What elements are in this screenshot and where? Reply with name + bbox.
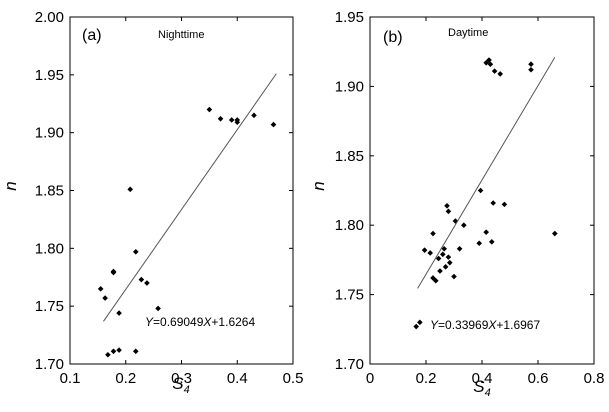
data-point-a [217,115,224,122]
data-point-a [127,186,134,193]
data-point-b [437,268,443,274]
data-point-a [102,295,108,301]
data-point-b [497,71,503,77]
x-tick-label-b: 0.2 [416,370,437,387]
x-axis-label-a: S4 [172,374,189,396]
x-tick-label-b: 0.6 [528,370,549,387]
y-tick-label-a: 2.00 [35,9,64,26]
x-tick-label-b: 0.8 [584,370,605,387]
panel-title-a: Nighttime [158,29,204,41]
y-tick-label-b: 1.90 [335,78,364,95]
x-tick-label-a: 0.1 [60,370,81,387]
data-point-b [483,60,489,66]
data-point-b [476,240,482,247]
y-tick-label-a: 1.70 [35,356,64,373]
panel-label-a: (a) [82,27,102,44]
plot-frame-a [69,16,294,365]
data-point-b [413,323,419,330]
data-point-b [441,245,447,252]
fit-line-a [103,73,277,322]
x-tick-label-a: 0.4 [227,370,248,387]
data-point-b [490,200,496,206]
data-point-b [421,247,428,253]
data-point-b [483,229,489,235]
data-point-b [435,255,442,262]
y-axis-label-a: n [1,181,20,190]
data-point-b [445,254,452,260]
y-tick-label-a: 1.80 [35,240,64,257]
y-axis-a: 1.70 1.75 1.80 1.85 1.90 1.95 2.00 [35,9,293,373]
x-tick-label-b: 0.4 [472,370,493,387]
y-tick-label-b: 1.80 [335,217,364,234]
scatter-points-b [413,57,558,330]
data-point-b [440,251,446,258]
data-point-a [132,249,139,255]
data-point-b [487,61,494,67]
data-point-b [486,57,492,63]
data-point-a [105,351,111,358]
x-axis-b: 0 0.2 0.4 0.6 0.8 [366,17,605,387]
fit-equation-a: Y=0.69049X+1.6264 [145,315,255,329]
data-point-a [132,348,139,355]
data-point-b [445,208,452,215]
x-axis-label-b: S4 [473,377,490,399]
data-point-a [251,112,257,119]
data-point-a [228,117,235,123]
scatter-points-a [97,106,277,358]
y-tick-label-b: 1.75 [335,287,364,304]
y-tick-label-b: 1.85 [335,148,364,165]
data-point-a [155,305,161,312]
data-point-a [116,347,122,353]
data-point-b [451,273,457,280]
data-point-b [427,250,433,256]
data-point-b [456,245,463,252]
y-tick-label-a: 1.90 [35,125,64,142]
data-point-a [206,106,213,113]
x-tick-label-a: 0.3 [171,370,192,387]
data-point-b [452,218,459,224]
y-tick-label-a: 1.85 [35,183,64,200]
y-axis-b: 1.70 1.75 1.80 1.85 1.90 1.95 [335,9,594,373]
x-tick-label-a: 0.2 [115,370,136,387]
data-point-b [528,66,534,73]
data-point-a [234,119,241,126]
data-point-a [116,310,122,316]
fit-equation-b: Y=0.33969X+1.6967 [430,318,540,332]
panel-label-b: (b) [383,29,403,46]
data-point-b [430,230,436,237]
data-point-a [270,121,277,128]
data-point-b [461,222,467,228]
data-point-b [489,239,495,245]
data-point-b [447,259,453,266]
data-point-b [491,68,498,74]
data-point-a [110,348,117,355]
data-point-a [97,286,104,292]
y-axis-label-b: n [309,181,328,190]
panel-nighttime: 0.1 0.2 0.3 0.4 0.5 1.70 1.75 1.80 1.85 1.90 1.95… [1,9,303,396]
y-tick-label-b: 1.95 [335,9,364,26]
y-tick-label-a: 1.75 [35,298,64,315]
data-point-b [501,201,508,208]
data-point-b [417,319,423,326]
panel-daytime: 0 0.2 0.4 0.6 0.8 1.70 1.75 1.80 1.85 1.90 1.95 (… [309,9,604,399]
data-point-b [433,277,439,284]
panel-title-b: Daytime [448,27,488,39]
data-point-b [552,230,558,237]
fit-line-b [417,57,556,289]
y-tick-label-a: 1.95 [35,67,64,84]
data-point-a [144,280,150,286]
data-point-b [477,187,484,194]
data-point-a [138,276,145,283]
data-point-b [442,264,449,270]
x-tick-label-a: 0.5 [283,370,304,387]
data-point-b [444,202,450,209]
x-tick-label-b: 0 [366,370,374,387]
x-axis-a: 0.1 0.2 0.3 0.4 0.5 [60,17,304,387]
y-tick-label-b: 1.70 [335,356,364,373]
data-point-b [528,61,534,67]
data-point-a [110,269,117,276]
